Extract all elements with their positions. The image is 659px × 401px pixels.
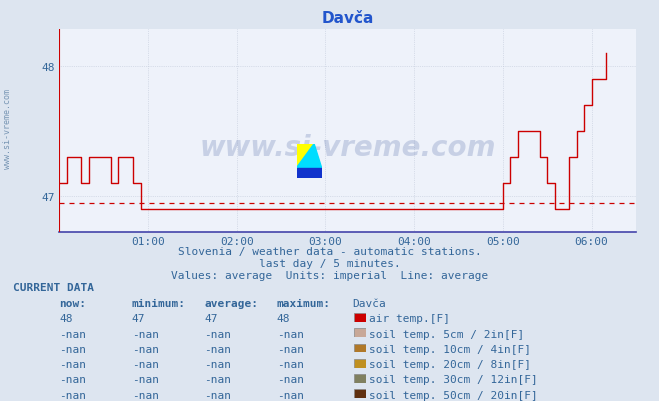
Text: -nan: -nan	[132, 390, 159, 400]
Text: -nan: -nan	[132, 344, 159, 354]
Text: 48: 48	[59, 314, 72, 324]
Text: soil temp. 50cm / 20in[F]: soil temp. 50cm / 20in[F]	[369, 390, 538, 400]
Text: average:: average:	[204, 299, 258, 309]
Text: soil temp. 30cm / 12in[F]: soil temp. 30cm / 12in[F]	[369, 375, 538, 385]
Text: -nan: -nan	[59, 359, 86, 369]
Polygon shape	[297, 144, 322, 168]
Text: www.si-vreme.com: www.si-vreme.com	[200, 134, 496, 162]
Text: -nan: -nan	[277, 359, 304, 369]
Text: -nan: -nan	[277, 344, 304, 354]
Text: -nan: -nan	[204, 344, 231, 354]
Text: -nan: -nan	[132, 329, 159, 339]
Text: now:: now:	[59, 299, 86, 309]
Polygon shape	[297, 144, 314, 168]
Text: -nan: -nan	[132, 375, 159, 385]
Text: -nan: -nan	[277, 329, 304, 339]
Text: minimum:: minimum:	[132, 299, 186, 309]
Text: soil temp. 20cm / 8in[F]: soil temp. 20cm / 8in[F]	[369, 359, 531, 369]
Text: -nan: -nan	[59, 390, 86, 400]
Text: last day / 5 minutes.: last day / 5 minutes.	[258, 259, 401, 269]
Text: -nan: -nan	[204, 375, 231, 385]
Text: -nan: -nan	[204, 390, 231, 400]
Text: -nan: -nan	[132, 359, 159, 369]
Text: Slovenia / weather data - automatic stations.: Slovenia / weather data - automatic stat…	[178, 247, 481, 257]
Text: -nan: -nan	[204, 359, 231, 369]
Text: 47: 47	[132, 314, 145, 324]
Text: Davča: Davča	[353, 299, 386, 309]
Text: maximum:: maximum:	[277, 299, 331, 309]
Text: -nan: -nan	[277, 375, 304, 385]
Text: Values: average  Units: imperial  Line: average: Values: average Units: imperial Line: av…	[171, 271, 488, 281]
Title: Davča: Davča	[322, 11, 374, 26]
Text: -nan: -nan	[59, 375, 86, 385]
Text: soil temp. 5cm / 2in[F]: soil temp. 5cm / 2in[F]	[369, 329, 525, 339]
Text: www.si-vreme.com: www.si-vreme.com	[3, 88, 13, 168]
Text: -nan: -nan	[204, 329, 231, 339]
Text: -nan: -nan	[59, 344, 86, 354]
Text: soil temp. 10cm / 4in[F]: soil temp. 10cm / 4in[F]	[369, 344, 531, 354]
Text: -nan: -nan	[277, 390, 304, 400]
Text: CURRENT DATA: CURRENT DATA	[13, 283, 94, 293]
Text: 47: 47	[204, 314, 217, 324]
Text: 48: 48	[277, 314, 290, 324]
Text: air temp.[F]: air temp.[F]	[369, 314, 450, 324]
Text: -nan: -nan	[59, 329, 86, 339]
Polygon shape	[297, 168, 322, 178]
